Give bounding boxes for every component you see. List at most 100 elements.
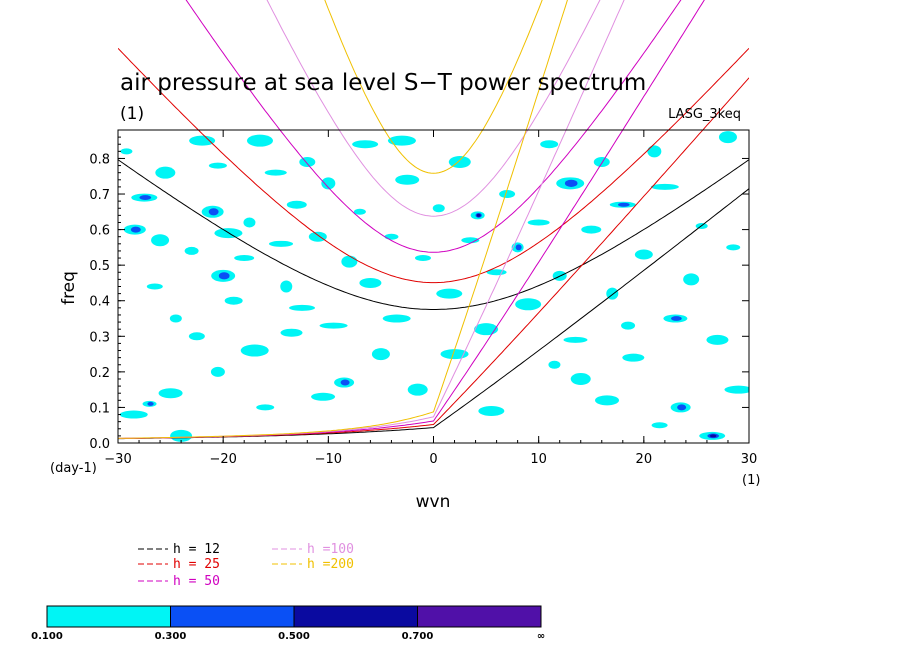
contour-fill-layer bbox=[119, 131, 749, 442]
contour-blob bbox=[280, 280, 293, 293]
contour-blob bbox=[246, 134, 273, 147]
x-unit-label: (1) bbox=[742, 473, 760, 488]
contour-blob bbox=[650, 183, 679, 190]
y-tick-label: 0.1 bbox=[89, 401, 110, 416]
colorbar: 0.100 0.300 0.500 0.700 ∞ bbox=[31, 605, 545, 642]
contour-blob bbox=[563, 336, 588, 343]
contour-blob bbox=[371, 348, 390, 361]
contour-blob bbox=[243, 217, 256, 228]
legend-label: h = 12 bbox=[173, 542, 220, 557]
x-tick-label: 10 bbox=[530, 452, 547, 467]
contour-blob bbox=[119, 410, 148, 419]
x-axis-label: wvn bbox=[416, 492, 451, 512]
y-tick-label: 0.2 bbox=[89, 366, 110, 381]
gravity-curve bbox=[118, 47, 749, 284]
legend-label: h =100 bbox=[307, 542, 354, 557]
contour-blob bbox=[280, 328, 303, 337]
y-tick-label: 0.7 bbox=[89, 188, 110, 203]
contour-blob bbox=[647, 145, 662, 158]
contour-blob bbox=[384, 233, 399, 240]
y-tick-label: 0.3 bbox=[89, 330, 110, 345]
contour-blob bbox=[299, 157, 316, 168]
contour-blob bbox=[436, 288, 463, 299]
colorbar-label: 0.300 bbox=[155, 631, 187, 642]
contour-blob bbox=[120, 148, 133, 155]
x-tick-label: −10 bbox=[315, 452, 342, 467]
x-tick-label: 30 bbox=[741, 452, 758, 467]
contour-blob bbox=[621, 321, 636, 330]
contour-blob bbox=[570, 372, 591, 385]
contour-blob bbox=[651, 422, 668, 429]
contour-blob bbox=[595, 395, 620, 406]
contour-blob bbox=[224, 296, 243, 305]
contour-blob bbox=[593, 157, 610, 168]
colorbar-label: 0.700 bbox=[402, 631, 434, 642]
contour-blob-core bbox=[564, 179, 578, 187]
legend-label: h =200 bbox=[307, 557, 354, 572]
y-unit-label: (day-1) bbox=[50, 461, 97, 476]
contour-blob bbox=[210, 366, 225, 377]
contour-blob-core bbox=[139, 195, 152, 200]
y-axis-label: freq bbox=[59, 271, 79, 305]
contour-blob bbox=[548, 360, 561, 369]
contour-blob bbox=[540, 140, 559, 149]
gravity-curve bbox=[185, 0, 682, 253]
contour-blob bbox=[432, 204, 445, 213]
contour-blob bbox=[387, 135, 416, 146]
contour-blob bbox=[440, 349, 469, 360]
contour-blob bbox=[395, 174, 420, 185]
contour-blob bbox=[461, 237, 480, 244]
contour-blob bbox=[321, 177, 336, 190]
contour-blob bbox=[240, 344, 269, 357]
colorbar-segment bbox=[170, 605, 295, 628]
contour-blob bbox=[382, 314, 411, 323]
contour-blob-core bbox=[147, 401, 154, 406]
contour-blob bbox=[188, 332, 205, 341]
chart-subtitle: (1) bbox=[120, 104, 144, 124]
x-tick-label: −20 bbox=[209, 452, 236, 467]
contour-blob bbox=[286, 200, 307, 209]
chart-title: air pressure at sea level S−T power spec… bbox=[120, 70, 646, 96]
contour-blob bbox=[155, 166, 176, 179]
contour-blob bbox=[311, 392, 336, 401]
contour-blob bbox=[146, 283, 163, 290]
y-tick-label: 0.0 bbox=[89, 437, 110, 452]
contour-blob bbox=[170, 429, 193, 442]
contour-blob bbox=[474, 323, 499, 336]
contour-blob bbox=[478, 405, 505, 416]
contour-blob bbox=[341, 255, 358, 268]
contour-blob-peak bbox=[709, 434, 717, 438]
contour-blob bbox=[184, 246, 199, 255]
contour-blob bbox=[706, 334, 729, 345]
contour-blob-core bbox=[677, 404, 687, 411]
axis-tick-layer: −30 −20 −10 0 10 20 30 0.0 0.1 0.2 0.3 0.4 0.5 0.6 0.7… bbox=[89, 130, 757, 467]
contour-blob bbox=[486, 269, 507, 276]
x-tick-label: 20 bbox=[636, 452, 653, 467]
contour-blob bbox=[499, 190, 516, 199]
contour-blob-core bbox=[340, 379, 350, 386]
contour-blob-core bbox=[670, 316, 682, 321]
contour-blob-core bbox=[617, 202, 630, 207]
contour-blob bbox=[158, 388, 183, 399]
contour-blob bbox=[683, 273, 700, 286]
contour-blob bbox=[359, 277, 382, 288]
colorbar-segment bbox=[293, 605, 418, 628]
contour-blob bbox=[151, 234, 170, 247]
contour-blob bbox=[189, 135, 216, 146]
contour-blob-peak bbox=[476, 213, 481, 217]
contour-blob bbox=[634, 249, 653, 260]
contour-blob bbox=[208, 162, 227, 169]
colorbar-label: 0.100 bbox=[31, 631, 63, 642]
contour-blob-core bbox=[218, 272, 230, 280]
contour-blob bbox=[353, 208, 366, 215]
legend-label: h = 25 bbox=[173, 557, 220, 572]
contour-blob-core bbox=[130, 226, 141, 233]
contour-blob bbox=[289, 304, 316, 311]
contour-blob bbox=[724, 385, 749, 394]
model-label: LASG_3keq bbox=[668, 107, 741, 122]
contour-blob bbox=[308, 231, 327, 242]
contour-blob bbox=[264, 169, 287, 176]
contour-blob bbox=[169, 314, 182, 323]
